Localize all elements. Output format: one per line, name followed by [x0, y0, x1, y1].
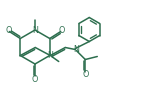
Text: O: O — [32, 74, 38, 83]
Text: O: O — [59, 26, 65, 35]
Text: N: N — [32, 25, 38, 34]
Text: N: N — [73, 45, 79, 54]
Text: N: N — [47, 51, 53, 60]
Text: O: O — [82, 70, 88, 79]
Text: O: O — [5, 26, 12, 35]
